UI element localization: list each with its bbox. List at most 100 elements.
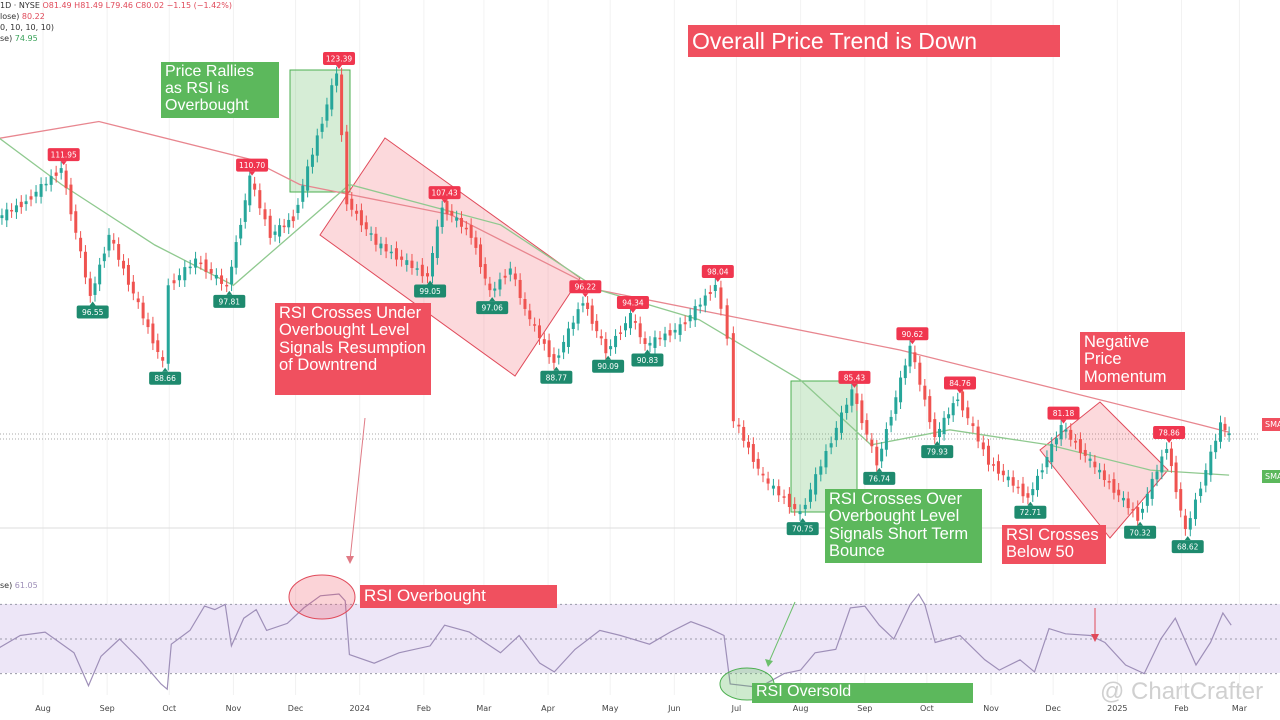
pivot-label: 81.18 [1053,409,1075,418]
pivot-pointer [799,518,806,523]
candle [1218,422,1222,442]
candle [708,291,712,295]
candle [335,73,339,86]
candle [5,209,9,221]
candle [243,200,247,222]
pivot-badge [569,280,602,294]
candle [1193,499,1197,520]
candle [678,324,682,335]
candle [771,485,775,489]
candle [405,260,409,265]
pivot-badge [476,301,509,315]
candle [719,287,723,309]
candle [1088,458,1092,461]
x-tick-label: Feb [1174,704,1188,713]
candle [761,473,765,476]
pivot-label: 107.43 [431,189,457,198]
candle [623,323,627,331]
candle [122,260,126,269]
candle [431,252,435,277]
pivot-label: 68.62 [1177,543,1199,552]
candle [1141,508,1145,513]
candle [225,284,229,287]
candle [1112,479,1116,493]
candle [663,333,667,341]
candle [315,135,319,156]
candle [445,201,449,214]
candle [875,446,879,466]
pivot-pointer [876,467,883,472]
legend-symbol-text: 1D · NYSE [0,1,40,10]
pivot-pointer [427,280,434,285]
candle [808,489,812,502]
pivot-pointer [644,349,651,354]
candle [273,231,277,235]
pivot-label: 97.06 [481,304,503,313]
candle [320,123,324,132]
candle [581,303,585,306]
candle [384,244,388,252]
pivot-label: 76.74 [869,474,891,483]
candle [1126,498,1130,509]
annotation-below50: RSI Crosses Below 50 [1002,525,1106,564]
pivot-badge [1124,525,1157,539]
x-tick-label: Oct [162,704,176,713]
pivot-pointer [909,340,916,345]
candle [633,321,637,323]
legend-sma-short: se) 74.95 [0,34,38,43]
candle [889,416,893,426]
candle [1169,448,1173,467]
candle [1121,497,1125,501]
candle [658,337,662,340]
annotation-oversold: RSI Oversold [752,683,973,703]
candle [829,443,833,448]
candle [1083,449,1087,456]
candle [1174,462,1178,493]
sma-long-price-label: SMA [1262,418,1280,431]
candle [83,251,87,278]
candle [562,341,566,353]
candle [24,201,28,205]
pivot-pointer [1137,521,1144,526]
candle [865,420,869,435]
x-tick-label: Aug [35,704,51,713]
candle [673,329,677,333]
candle [992,464,996,466]
candle [713,284,717,291]
pivot-label: 110.70 [239,161,265,170]
candle [638,323,642,338]
candle [340,74,344,136]
annotation-rally: Price Rallies as RSI is Overbought [161,62,279,118]
pivot-label: 78.86 [1158,429,1180,438]
candle [777,486,781,496]
annotation-overbought: RSI Overbought [360,585,557,608]
arrow-head-icon [346,556,354,564]
pivot-label: 90.09 [597,362,619,371]
arrow-head-icon [765,659,773,667]
x-tick-label: Aug [793,704,809,713]
candle [523,298,527,309]
pivot-pointer [851,383,858,388]
pivot-badge [616,296,649,310]
annotation-cross-over: RSI Crosses Over Overbought Level Signal… [825,489,982,563]
pivot-pointer [605,355,612,360]
candle [59,168,63,173]
candle [537,325,541,339]
candle [966,407,970,419]
annotation-cross-under: RSI Crosses Under Overbought Level Signa… [275,303,431,395]
candle [310,154,314,167]
pivot-label: 99.05 [419,287,441,296]
x-tick-label: 2024 [350,704,370,713]
candle [1227,433,1231,436]
x-tick-label: Dec [1045,704,1060,713]
candle [976,426,980,442]
candle [156,340,160,353]
candle [938,428,942,438]
candle [894,397,898,414]
candle [1131,509,1135,511]
legend-rsi-value: 61.05 [14,581,38,590]
annotation-negative: Negative Price Momentum [1080,332,1185,390]
candle [474,237,478,248]
x-tick-label: May [602,704,619,713]
